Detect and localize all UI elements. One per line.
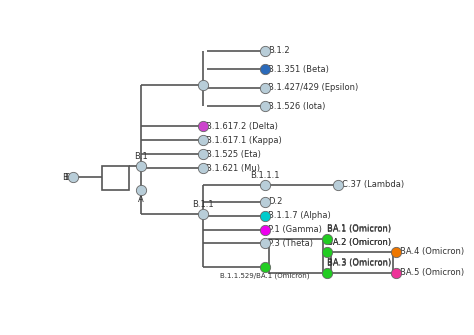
Point [261, 199, 268, 205]
Text: B.1.1.7 (Alpha): B.1.1.7 (Alpha) [268, 211, 331, 220]
Point [261, 182, 268, 188]
Point [323, 236, 330, 242]
Point [199, 151, 206, 157]
Point [261, 213, 268, 218]
Text: B.1.525 (Eta): B.1.525 (Eta) [207, 150, 261, 159]
Text: BA.3 (Omicron): BA.3 (Omicron) [327, 259, 391, 268]
Point [261, 264, 268, 269]
Point [261, 48, 268, 54]
Text: B: B [62, 173, 68, 182]
Text: B.1.2: B.1.2 [268, 47, 290, 56]
Text: BA.4 (Omicron): BA.4 (Omicron) [400, 248, 465, 257]
Point [199, 138, 206, 143]
Text: BA.2 (Omicron): BA.2 (Omicron) [327, 238, 391, 247]
Text: P.1 (Gamma): P.1 (Gamma) [268, 225, 322, 234]
Point [261, 85, 268, 91]
Text: B.1.1.1: B.1.1.1 [250, 171, 279, 180]
Text: C.37 (Lambda): C.37 (Lambda) [342, 181, 404, 190]
Text: B.1.1: B.1.1 [192, 200, 213, 209]
Text: B.1.1.529/BA.1 (Omicron): B.1.1.529/BA.1 (Omicron) [220, 273, 310, 279]
Point [261, 241, 268, 246]
Point [335, 182, 342, 188]
Point [323, 270, 330, 275]
Text: B.1.427/429 (Epsilon): B.1.427/429 (Epsilon) [268, 83, 359, 92]
Bar [102, 166, 129, 190]
Text: B.1.621 (Mu): B.1.621 (Mu) [207, 163, 261, 173]
Text: BA.1 (Omicron): BA.1 (Omicron) [327, 225, 391, 234]
Point [199, 124, 206, 129]
Text: B.1.617.2 (Delta): B.1.617.2 (Delta) [207, 122, 278, 131]
Text: B.1.526 (Iota): B.1.526 (Iota) [268, 102, 326, 111]
Point [392, 249, 400, 255]
Point [69, 175, 77, 180]
Point [261, 104, 268, 109]
Point [323, 249, 330, 255]
Text: A: A [138, 195, 144, 204]
Text: BA.3 (Omicron): BA.3 (Omicron) [327, 258, 391, 267]
Text: BA.5 (Omicron): BA.5 (Omicron) [400, 268, 465, 277]
Text: B.1: B.1 [134, 152, 147, 161]
Point [199, 82, 206, 87]
Text: B.1.351 (Beta): B.1.351 (Beta) [268, 65, 329, 74]
Text: BA.2 (Omicron): BA.2 (Omicron) [327, 238, 391, 247]
Bar [330, 252, 392, 273]
Text: B: B [64, 173, 70, 182]
Text: P.3 (Theta): P.3 (Theta) [268, 239, 313, 248]
Text: D.2: D.2 [268, 197, 283, 206]
Text: BA.1 (Omicron): BA.1 (Omicron) [327, 224, 391, 233]
Text: B.1.617.1 (Kappa): B.1.617.1 (Kappa) [207, 136, 282, 145]
Point [137, 188, 145, 193]
Point [261, 67, 268, 72]
Bar [268, 239, 323, 273]
Point [199, 211, 206, 217]
Point [137, 163, 145, 169]
Point [199, 165, 206, 171]
Point [392, 270, 400, 275]
Point [261, 227, 268, 232]
